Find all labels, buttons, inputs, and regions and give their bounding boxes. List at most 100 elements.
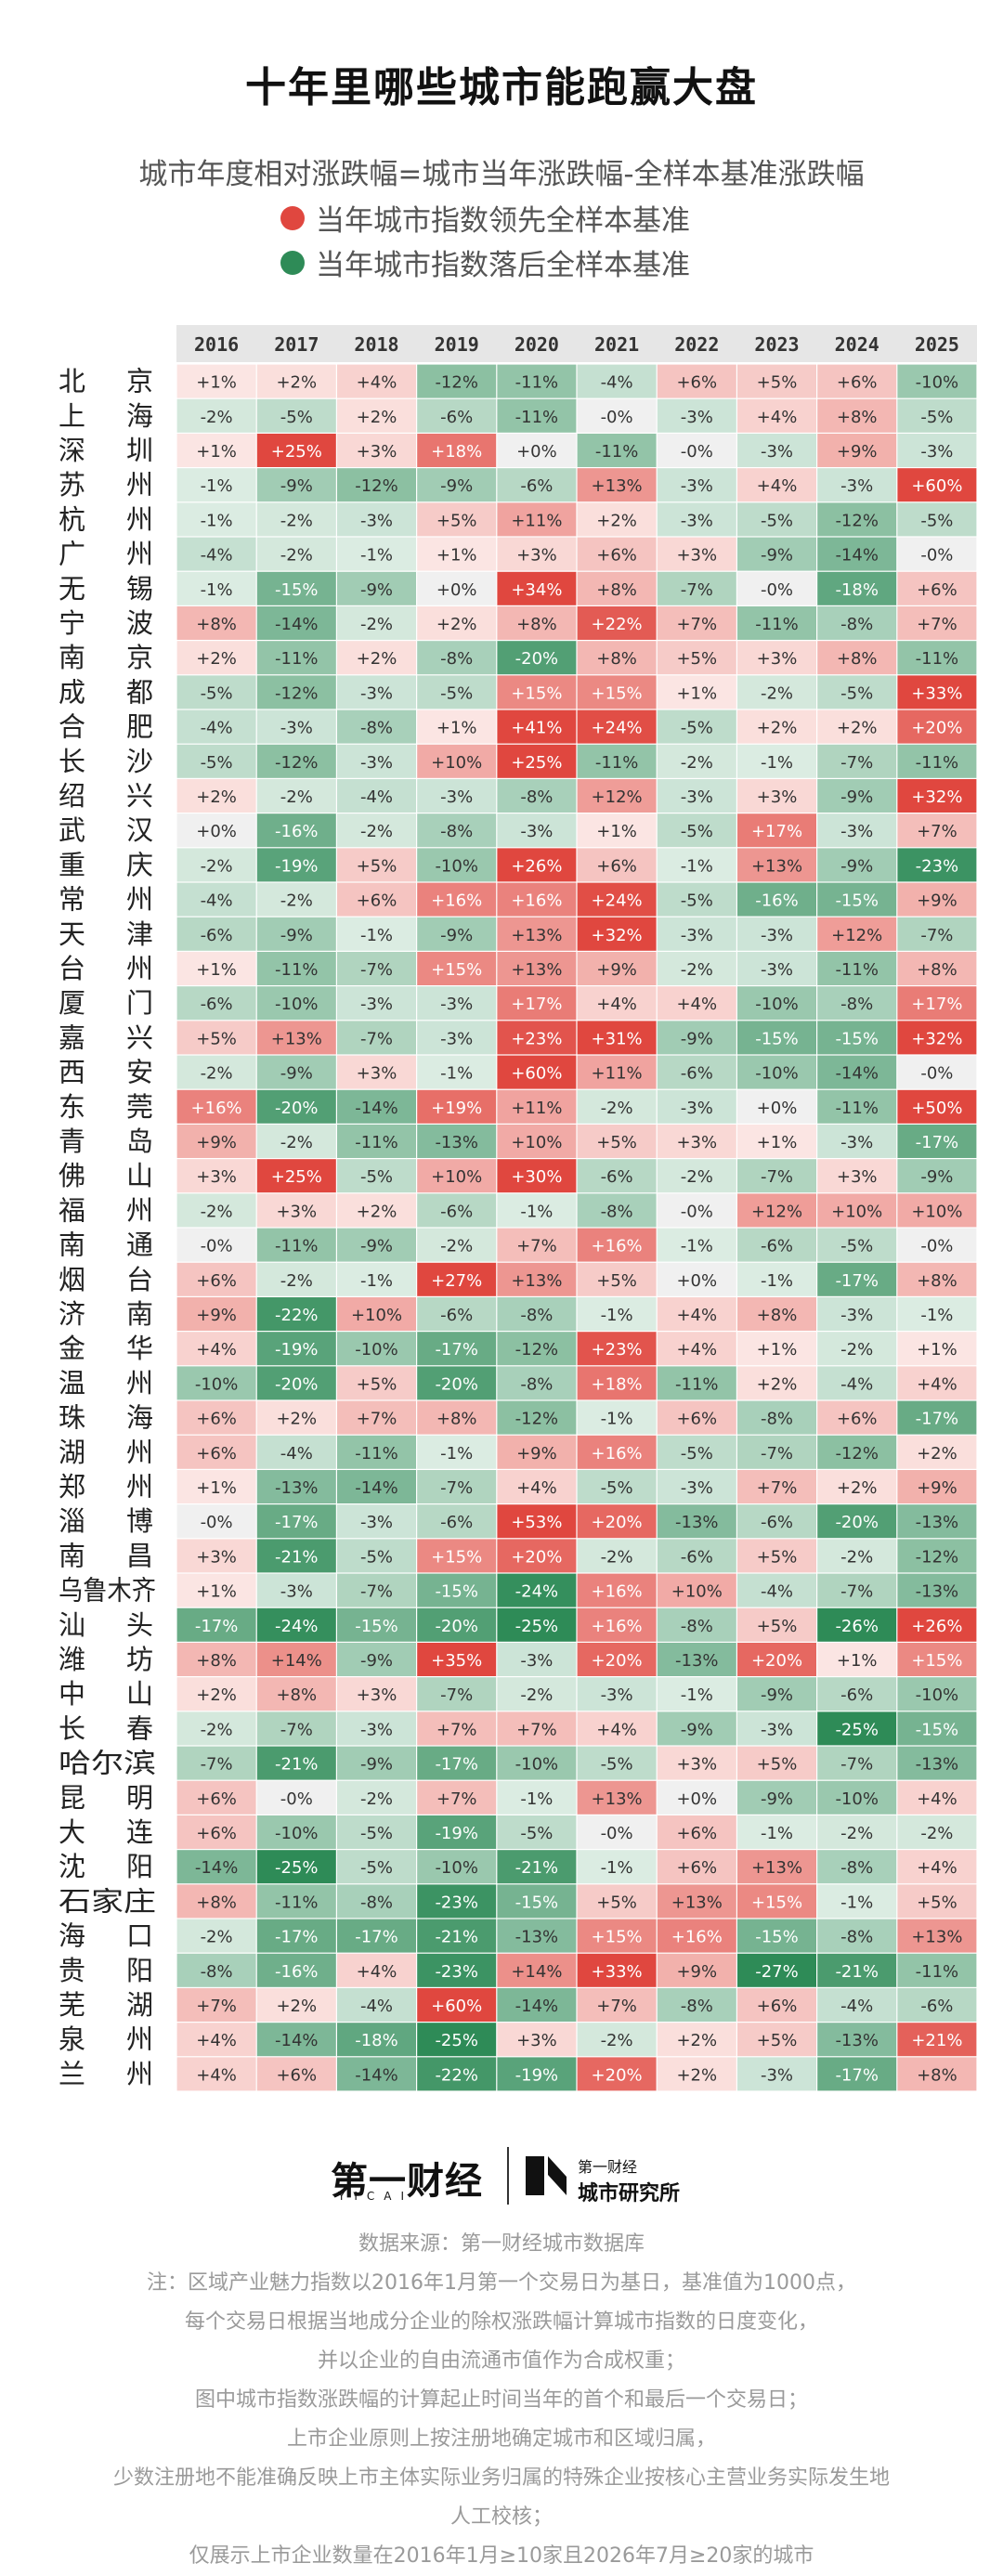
cell-value-label: -2% bbox=[761, 683, 793, 703]
heatmap-cell bbox=[657, 571, 736, 605]
cell-value-label: -2% bbox=[280, 891, 313, 911]
heatmap-cell bbox=[657, 1021, 736, 1055]
heatmap-cell bbox=[176, 1780, 256, 1815]
cell-value-label: -16% bbox=[275, 822, 319, 841]
heatmap-cell bbox=[897, 1332, 977, 1366]
heatmap-cell bbox=[577, 1332, 657, 1366]
cell-value-label: -6% bbox=[201, 926, 233, 945]
heatmap-cell bbox=[657, 364, 736, 398]
heatmap-cell bbox=[817, 364, 897, 398]
heatmap-cell bbox=[737, 1746, 816, 1780]
heatmap-cell bbox=[417, 434, 497, 467]
cell-value-label: -1% bbox=[440, 1444, 473, 1464]
cell-value-label: +13% bbox=[751, 856, 802, 876]
cell-value-label: -1% bbox=[681, 1685, 713, 1705]
heatmap-cell bbox=[577, 1988, 657, 2022]
heatmap-cell bbox=[817, 917, 897, 951]
heatmap-cell bbox=[337, 606, 416, 640]
cell-value-label: +31% bbox=[592, 1029, 643, 1048]
heatmap-cell bbox=[417, 1089, 497, 1124]
heatmap-cell bbox=[817, 1919, 897, 1953]
cell-value-label: +0% bbox=[757, 1099, 798, 1118]
cell-value-label: +15% bbox=[592, 683, 643, 703]
heatmap-cell bbox=[176, 1125, 256, 1158]
cell-value-label: -3% bbox=[681, 926, 713, 945]
cell-value-label: +8% bbox=[917, 1271, 957, 1291]
heatmap-cell bbox=[817, 1573, 897, 1607]
cell-value-label: -24% bbox=[275, 1617, 319, 1636]
cell-value-label: +1% bbox=[196, 1582, 237, 1602]
cell-value-label: -6% bbox=[520, 476, 553, 496]
cell-value-label: -10% bbox=[195, 1374, 239, 1394]
heatmap-cell bbox=[176, 641, 256, 675]
city-label: 海 bbox=[59, 1920, 85, 1952]
cell-value-label: +2% bbox=[196, 787, 237, 807]
cell-value-label: -1% bbox=[761, 753, 793, 773]
cell-value-label: -8% bbox=[681, 1997, 713, 2016]
heatmap-cell bbox=[577, 606, 657, 640]
cell-value-label: +1% bbox=[596, 822, 637, 841]
city-label: 兴 bbox=[126, 780, 153, 812]
heatmap-cell bbox=[337, 779, 416, 813]
city-label: 头 bbox=[126, 1609, 153, 1641]
heatmap-cell bbox=[337, 1539, 416, 1573]
heatmap-cell bbox=[176, 1228, 256, 1262]
cell-value-label: +8% bbox=[276, 1685, 317, 1705]
cell-value-label: -12% bbox=[435, 373, 478, 393]
heatmap-cell bbox=[737, 1262, 816, 1296]
city-label: 山 bbox=[126, 1160, 153, 1191]
heatmap-cell bbox=[417, 606, 497, 640]
cell-value-label: +9% bbox=[676, 1962, 717, 1982]
cell-value-label: -16% bbox=[755, 891, 799, 911]
cell-value-label: -9% bbox=[840, 856, 873, 876]
cell-value-label: -1% bbox=[201, 476, 233, 496]
cell-value-label: -10% bbox=[515, 1755, 559, 1775]
cell-value-label: +5% bbox=[917, 1893, 957, 1912]
city-label: 合 bbox=[59, 711, 85, 743]
heatmap-cell bbox=[897, 1021, 977, 1055]
cell-value-label: -11% bbox=[595, 753, 639, 773]
cell-value-label: -2% bbox=[201, 408, 233, 427]
city-label: 上 bbox=[59, 400, 85, 432]
cell-value-label: +0% bbox=[676, 1789, 717, 1809]
heatmap-cell bbox=[417, 1125, 497, 1158]
cell-value-label: -6% bbox=[920, 1997, 953, 2016]
cell-value-label: +1% bbox=[436, 719, 477, 738]
cell-value-label: +5% bbox=[757, 1617, 798, 1636]
heatmap-cell bbox=[897, 1262, 977, 1296]
heatmap-cell bbox=[256, 709, 336, 744]
city-label: 杭 bbox=[59, 503, 85, 535]
heatmap-cell bbox=[737, 1884, 816, 1919]
cell-value-label: -0% bbox=[681, 1202, 713, 1221]
heatmap-cell bbox=[577, 1539, 657, 1573]
heatmap-cell bbox=[897, 2023, 977, 2057]
cell-value-label: +15% bbox=[431, 960, 482, 980]
cell-value-label: -7% bbox=[840, 1755, 873, 1775]
heatmap-cell bbox=[497, 917, 577, 951]
heatmap-cell bbox=[817, 1504, 897, 1539]
heatmap-cell bbox=[817, 952, 897, 985]
cell-value-label: -0% bbox=[601, 408, 633, 427]
heatmap-cell bbox=[577, 2023, 657, 2057]
cell-value-label: -2% bbox=[280, 511, 313, 530]
cell-value-label: +15% bbox=[592, 1928, 643, 1947]
heatmap-cell bbox=[256, 1125, 336, 1158]
heatmap-cell bbox=[256, 1953, 336, 1987]
note-line: 注：区域产业魅力指数以2016年1月第一个交易日为基日，基准值为1000点， bbox=[147, 2271, 856, 2295]
cell-value-label: +50% bbox=[911, 1099, 962, 1118]
cell-value-label: +6% bbox=[276, 2065, 317, 2085]
cell-value-label: -24% bbox=[515, 1582, 559, 1602]
cell-value-label: -12% bbox=[275, 753, 319, 773]
cell-value-label: -1% bbox=[761, 1271, 793, 1291]
heatmap-cell bbox=[737, 1332, 816, 1366]
cell-value-label: -15% bbox=[275, 580, 319, 600]
cell-value-label: -9% bbox=[440, 476, 473, 496]
cell-value-label: +8% bbox=[596, 580, 637, 600]
cell-value-label: -5% bbox=[840, 683, 873, 703]
heatmap-cell bbox=[256, 1884, 336, 1919]
cell-value-label: +3% bbox=[837, 1167, 878, 1187]
heatmap-cell bbox=[337, 1884, 416, 1919]
heatmap-cell bbox=[657, 744, 736, 778]
heatmap-cell bbox=[256, 606, 336, 640]
cell-value-label: +5% bbox=[357, 1374, 397, 1394]
